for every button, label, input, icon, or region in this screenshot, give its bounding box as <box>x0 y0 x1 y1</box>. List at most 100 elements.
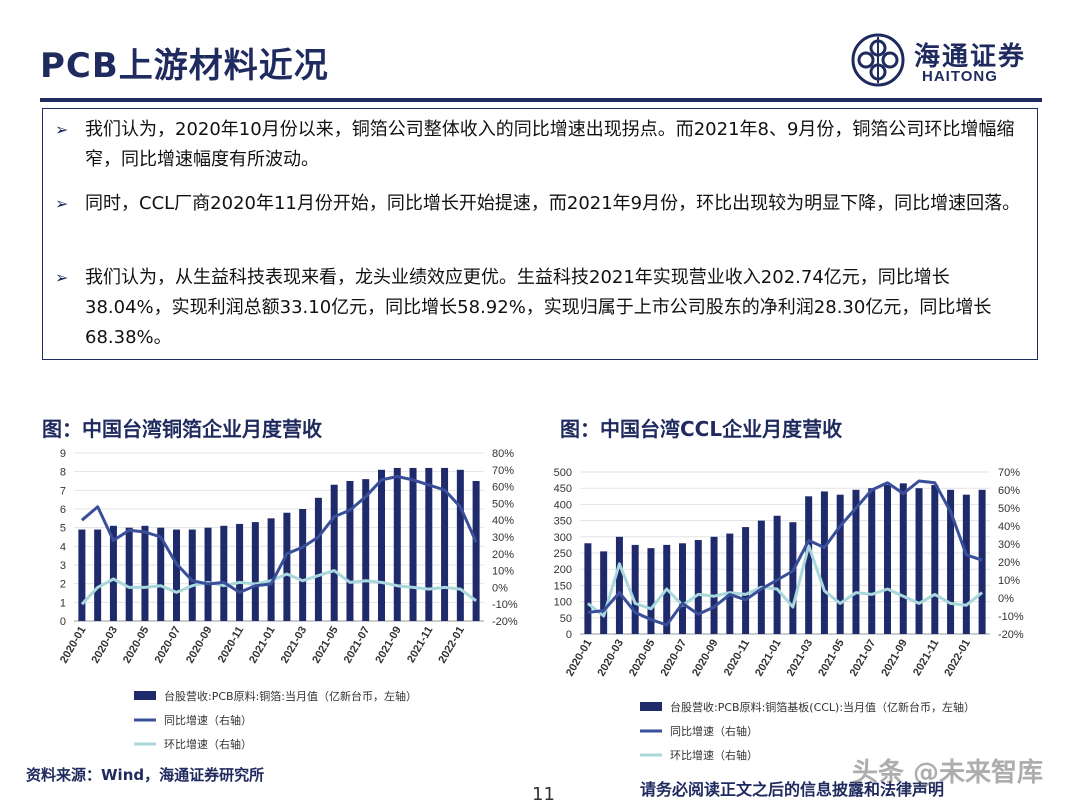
left-axis-tick-label: 350 <box>554 516 572 528</box>
x-axis-tick-label: 2020-05 <box>627 638 658 679</box>
legend-label: 同比增速（右轴） <box>164 713 252 727</box>
revenue-bar <box>884 484 891 634</box>
revenue-bar <box>472 481 480 621</box>
left-axis-tick-label: 7 <box>60 485 66 497</box>
revenue-bar <box>409 467 417 621</box>
right-axis-tick-label: -20% <box>998 629 1024 641</box>
watermark-text: 头条 @未来智库 <box>852 758 1044 788</box>
x-axis-tick-label: 2021-09 <box>879 638 910 679</box>
x-axis-tick-label: 2020-09 <box>184 625 215 666</box>
x-axis-tick-label: 2020-05 <box>121 625 152 666</box>
revenue-bar <box>283 512 291 621</box>
revenue-bar <box>425 467 433 621</box>
revenue-bar <box>694 540 702 634</box>
x-axis-tick-label: 2021-07 <box>342 625 373 666</box>
right-axis-tick-label: 40% <box>492 515 514 527</box>
legend-swatch-bar <box>134 691 156 700</box>
revenue-bar <box>868 488 876 634</box>
revenue-bar <box>346 481 354 621</box>
revenue-bar <box>962 494 970 634</box>
mom-growth-line <box>80 569 477 606</box>
revenue-bar <box>188 529 196 621</box>
haitong-logo: 海通证券 HAITONG <box>850 32 1050 90</box>
right-axis-tick-label: 60% <box>998 485 1020 497</box>
right-axis-tick-label: 30% <box>998 539 1020 551</box>
bullet-item: ➢ 我们认为，2020年10月份以来，铜箔公司整体收入的同比增速出现拐点。而20… <box>55 115 1025 175</box>
right-axis-tick-label: 70% <box>492 465 514 477</box>
left-axis-tick-label: 6 <box>60 504 66 516</box>
right-axis-tick-label: 10% <box>998 575 1020 587</box>
revenue-bar <box>773 515 781 634</box>
revenue-bar <box>157 527 165 621</box>
revenue-bar <box>109 525 117 621</box>
x-axis-tick-label: 2021-01 <box>247 625 278 666</box>
yoy-growth-line <box>80 475 478 594</box>
revenue-bar <box>125 527 133 621</box>
legend-label: 环比增速（右轴） <box>164 737 252 751</box>
revenue-bar <box>710 536 718 634</box>
logo-chinese-name: 海通证券 <box>914 42 1027 72</box>
x-axis-tick-label: 2022-01 <box>436 625 467 666</box>
right-axis-tick-label: 40% <box>998 521 1020 533</box>
bullet-text: 同时，CCL厂商2020年11月份开始，同比增长开始提速，而2021年9月份，环… <box>85 193 1021 214</box>
right-axis-tick-label: 0% <box>998 593 1014 605</box>
right-axis-tick-label: -10% <box>998 611 1024 623</box>
mom-growth-line <box>586 544 984 618</box>
revenue-bar <box>441 467 449 621</box>
legend-label: 同比增速（右轴） <box>670 724 758 738</box>
x-axis-tick-label: 2021-03 <box>279 625 310 666</box>
revenue-bar <box>789 522 797 634</box>
left-axis-tick-label: 50 <box>560 613 572 625</box>
left-axis-tick-label: 500 <box>554 467 572 479</box>
page-number: 11 <box>532 784 555 805</box>
revenue-bar <box>456 469 464 621</box>
haitong-emblem-icon <box>851 33 905 87</box>
right-axis-tick-label: 0% <box>492 582 508 594</box>
left-axis-tick-label: 450 <box>554 483 572 495</box>
revenue-bar <box>251 522 259 621</box>
disclaimer-text: 请务必阅读正文之后的信息披露和法律声明 <box>640 780 945 799</box>
x-axis-tick-label: 2020-09 <box>690 638 721 679</box>
left-axis-tick-label: 9 <box>60 448 66 460</box>
revenue-bar <box>931 484 939 634</box>
slide-title: PCB上游材料近况 <box>40 46 329 86</box>
left-axis-tick-label: 5 <box>60 523 66 535</box>
bullet-item: ➢ 同时，CCL厂商2020年11月份开始，同比增长开始提速，而2021年9月份… <box>55 189 1025 219</box>
x-axis-tick-label: 2021-09 <box>373 625 404 666</box>
left-axis-tick-label: 100 <box>554 597 572 609</box>
chart-title-ccl: 图：中国台湾CCL企业月度营收 <box>560 417 843 441</box>
bullet-arrow-icon: ➢ <box>55 120 69 139</box>
copper-foil-chart: 0 1 2 3 4 5 6 7 8 9 -20% -10% 0% 10% 20% 30% 40% 50% 60% 70… <box>58 448 518 751</box>
x-axis-tick-label: 2020-07 <box>153 625 184 666</box>
revenue-bar <box>647 548 655 634</box>
x-axis-tick-label: 2021-05 <box>310 625 341 666</box>
revenue-bar <box>236 523 244 621</box>
right-axis-tick-label: -20% <box>492 616 518 628</box>
left-axis-tick-label: 250 <box>554 548 572 560</box>
x-axis-tick-label: 2020-11 <box>216 625 246 665</box>
revenue-bar <box>805 496 813 634</box>
x-axis-tick-label: 2021-11 <box>911 638 941 678</box>
revenue-bar <box>141 525 149 621</box>
right-axis-tick-label: 30% <box>492 532 514 544</box>
left-axis-tick-label: 150 <box>554 580 572 592</box>
revenue-bar <box>631 544 639 634</box>
chart-title-copper-foil: 图：中国台湾铜箔企业月度营收 <box>42 417 322 441</box>
right-axis-tick-label: 80% <box>492 448 514 460</box>
revenue-bar <box>78 529 86 621</box>
yoy-growth-line <box>587 479 983 627</box>
revenue-bar <box>94 529 102 621</box>
x-axis-tick-label: 2021-05 <box>816 638 847 679</box>
legend-label: 环比增速（右轴） <box>670 748 758 762</box>
right-axis-tick-label: 10% <box>492 566 514 578</box>
left-axis-tick-label: 2 <box>60 579 66 591</box>
revenue-bar <box>584 543 592 634</box>
revenue-bar <box>362 479 370 621</box>
revenue-bar <box>742 527 750 634</box>
x-axis-tick-label: 2020-07 <box>659 638 690 679</box>
right-axis-tick-label: 50% <box>492 498 514 510</box>
revenue-bar <box>757 520 765 634</box>
right-axis-tick-label: 20% <box>492 549 514 561</box>
x-axis-tick-label: 2021-01 <box>753 638 784 679</box>
bullet-arrow-icon: ➢ <box>55 268 69 287</box>
